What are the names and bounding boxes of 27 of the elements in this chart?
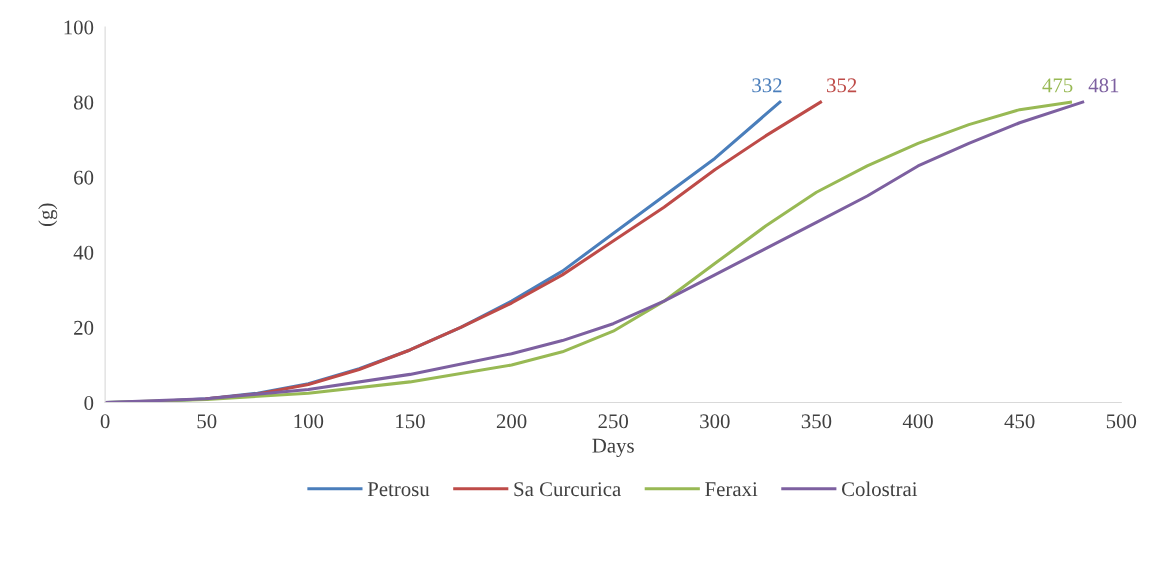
annotation: 332 [752,78,782,93]
x-tick-label: 250 [598,414,629,429]
x-tick-label: 150 [396,414,425,429]
x-tick-label: 350 [801,414,832,429]
x-tick-label: 100 [294,414,324,429]
x-tick-label: 50 [197,414,217,429]
annotation: 352 [827,78,857,93]
legend-label: Feraxi [705,482,758,497]
y-tick-label: 20 [74,320,94,335]
y-tick-label: 60 [74,170,94,185]
y-tick-label: 80 [73,95,94,110]
annotation: 481 [1088,78,1119,93]
legend-label: Sa Curcurica [514,482,621,497]
x-tick-label: 450 [1004,414,1035,429]
x-axis-title: Days [592,438,634,457]
y-axis-title: (g) [38,203,58,227]
x-tick-label: 200 [496,414,527,429]
annotation: 475 [1042,78,1073,93]
y-tick-label: 0 [84,395,94,410]
legend-label: Petrosu [367,482,430,497]
x-tick-label: 0 [100,414,110,429]
legend-label: Colostrai [841,481,918,497]
x-tick-label: 500 [1106,414,1137,429]
y-tick-label: 40 [73,245,94,260]
x-tick-label: 300 [700,414,730,429]
y-tick-label: 100 [64,20,94,35]
x-tick-label: 400 [902,414,933,429]
